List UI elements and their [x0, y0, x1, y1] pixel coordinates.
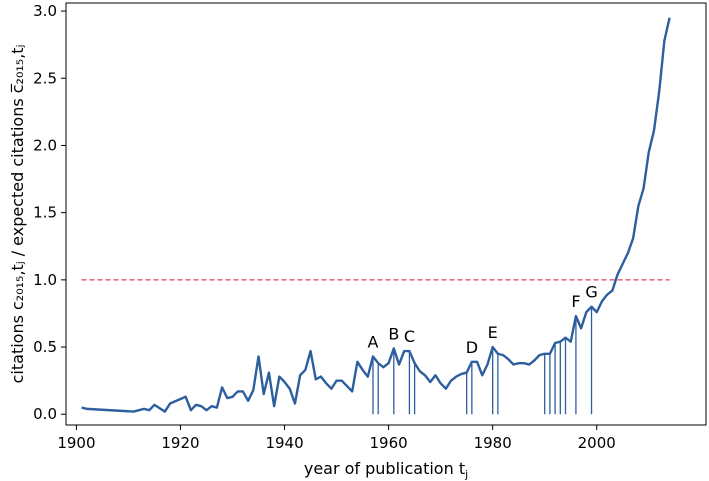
x-tick-label: 1940 — [265, 434, 303, 452]
y-tick-label: 2.0 — [33, 136, 57, 154]
y-axis-title: citations c₂₀₁₅,tⱼ / expected citations … — [8, 45, 27, 384]
series-line — [81, 17, 671, 413]
y-tick-label: 2.5 — [33, 69, 57, 87]
x-tick-label: 1960 — [370, 434, 408, 452]
annotation-c: C — [404, 327, 415, 346]
plot-frame — [65, 2, 707, 426]
annotation-e: E — [488, 323, 498, 342]
y-tick-label: 1.0 — [33, 271, 57, 289]
annotation-d: D — [466, 338, 478, 357]
y-tick-label: 3.0 — [33, 2, 57, 20]
annotation-a: A — [368, 332, 379, 351]
annotation-labels: A B C DE F G — [368, 283, 598, 357]
annotation-b: B — [388, 324, 399, 343]
y-axis: 0.0 0.5 1.0 1.5 2.0 2.5 3.0 — [33, 2, 66, 423]
x-axis-title: year of publication tj — [304, 459, 468, 481]
x-tick-label: 1980 — [474, 434, 512, 452]
x-tick-label: 1900 — [57, 434, 95, 452]
x-tick-label: 2000 — [578, 434, 616, 452]
y-tick-label: 1.5 — [33, 204, 57, 222]
x-axis: 1900 1920 1940 1960 1980 2000 — [57, 425, 616, 452]
y-tick-label: 0.0 — [33, 405, 57, 423]
annotation-f: F — [571, 292, 580, 311]
y-tick-label: 0.5 — [33, 338, 57, 356]
x-tick-label: 1920 — [161, 434, 199, 452]
stem-lines — [372, 306, 593, 415]
annotation-g: G — [585, 283, 597, 302]
